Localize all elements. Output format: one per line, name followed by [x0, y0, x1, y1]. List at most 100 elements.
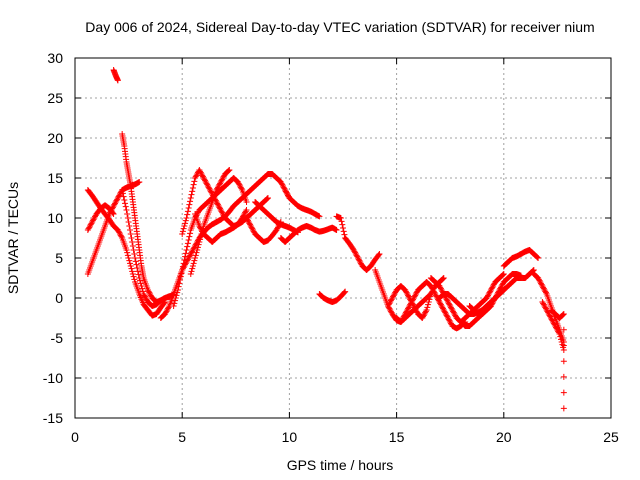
data-point — [542, 305, 549, 312]
data-point — [342, 288, 349, 295]
data-point — [132, 255, 139, 261]
data-point — [217, 207, 224, 213]
data-point — [183, 215, 190, 221]
data-point — [284, 192, 291, 199]
data-point — [281, 185, 288, 192]
data-point — [235, 180, 242, 187]
data-point — [124, 252, 131, 259]
data-point — [437, 284, 444, 291]
data-point — [551, 321, 558, 328]
data-point — [557, 336, 564, 343]
data-point — [174, 287, 181, 293]
data-point — [183, 247, 190, 253]
data-point — [385, 303, 392, 309]
data-point — [127, 227, 134, 233]
data-point — [182, 253, 189, 260]
data-point — [224, 168, 231, 175]
data-point — [341, 289, 348, 296]
data-point — [560, 311, 567, 318]
data-point — [226, 167, 233, 173]
data-point — [426, 296, 433, 303]
data-point — [398, 317, 405, 324]
data-point — [247, 223, 254, 229]
data-point — [425, 301, 432, 308]
data-point — [282, 187, 289, 193]
data-point — [435, 297, 442, 304]
data-point — [552, 323, 559, 329]
data-point — [135, 271, 142, 278]
data-point — [219, 209, 226, 216]
data-point — [273, 227, 280, 233]
data-point — [443, 296, 450, 303]
data-point — [89, 217, 96, 224]
data-point — [127, 260, 134, 267]
y-tick-label: 20 — [47, 130, 63, 146]
data-point — [86, 224, 93, 231]
data-point — [440, 305, 447, 312]
data-point — [405, 292, 412, 299]
data-point — [448, 305, 455, 312]
data-point — [249, 227, 256, 233]
data-point — [489, 284, 496, 291]
axis-ticks: 0 5 10 15 20 25 30 25 20 15 10 5 0 -5 -10 -15 — [43, 50, 619, 445]
data-point — [85, 225, 92, 232]
data-point — [534, 254, 541, 261]
data-point — [554, 327, 561, 333]
data-point — [542, 289, 549, 296]
data-point — [439, 304, 446, 311]
data-point — [354, 253, 361, 260]
data-point — [411, 304, 418, 311]
data-point — [445, 300, 452, 307]
data-point — [114, 77, 121, 84]
data-point — [559, 341, 566, 348]
data-point — [541, 287, 548, 293]
data-point — [179, 267, 186, 273]
data-point — [412, 307, 419, 313]
data-point — [188, 249, 195, 256]
data-point — [445, 299, 452, 305]
data-point — [192, 243, 199, 249]
data-point — [397, 319, 404, 325]
data-point — [218, 208, 225, 215]
data-point — [130, 273, 137, 280]
data-point — [385, 301, 392, 308]
data-point — [123, 247, 130, 253]
data-point — [131, 251, 138, 257]
x-tick-label: 15 — [389, 429, 405, 445]
data-point — [486, 289, 493, 296]
data-point — [402, 311, 409, 317]
chart-title: Day 006 of 2024, Sidereal Day-to-day VTE… — [85, 19, 594, 35]
data-point — [316, 213, 323, 220]
data-point — [404, 307, 411, 313]
data-point — [413, 308, 420, 315]
data-point — [490, 281, 497, 288]
data-point — [207, 187, 214, 193]
data-point — [84, 227, 91, 233]
data-point — [404, 291, 411, 297]
data-point — [195, 241, 202, 248]
data-point — [499, 281, 506, 288]
data-point — [225, 167, 232, 174]
data-point — [187, 251, 194, 257]
data-point — [560, 326, 567, 333]
data-point — [356, 257, 363, 264]
data-point — [172, 295, 179, 301]
data-point — [215, 183, 222, 189]
plot-frame — [74, 57, 612, 419]
data-point — [133, 261, 140, 268]
data-point — [121, 197, 128, 203]
data-point — [197, 224, 204, 231]
data-point — [184, 243, 191, 250]
data-point — [114, 227, 121, 233]
data-point — [484, 293, 491, 300]
data-point — [539, 299, 546, 305]
data-point — [202, 177, 209, 184]
data-point — [199, 172, 206, 179]
data-point — [185, 237, 192, 243]
data-point — [438, 303, 445, 309]
data-point — [244, 217, 251, 224]
data-point — [542, 288, 549, 295]
data-point — [91, 215, 98, 221]
data-point — [203, 180, 210, 187]
data-point — [387, 297, 394, 304]
